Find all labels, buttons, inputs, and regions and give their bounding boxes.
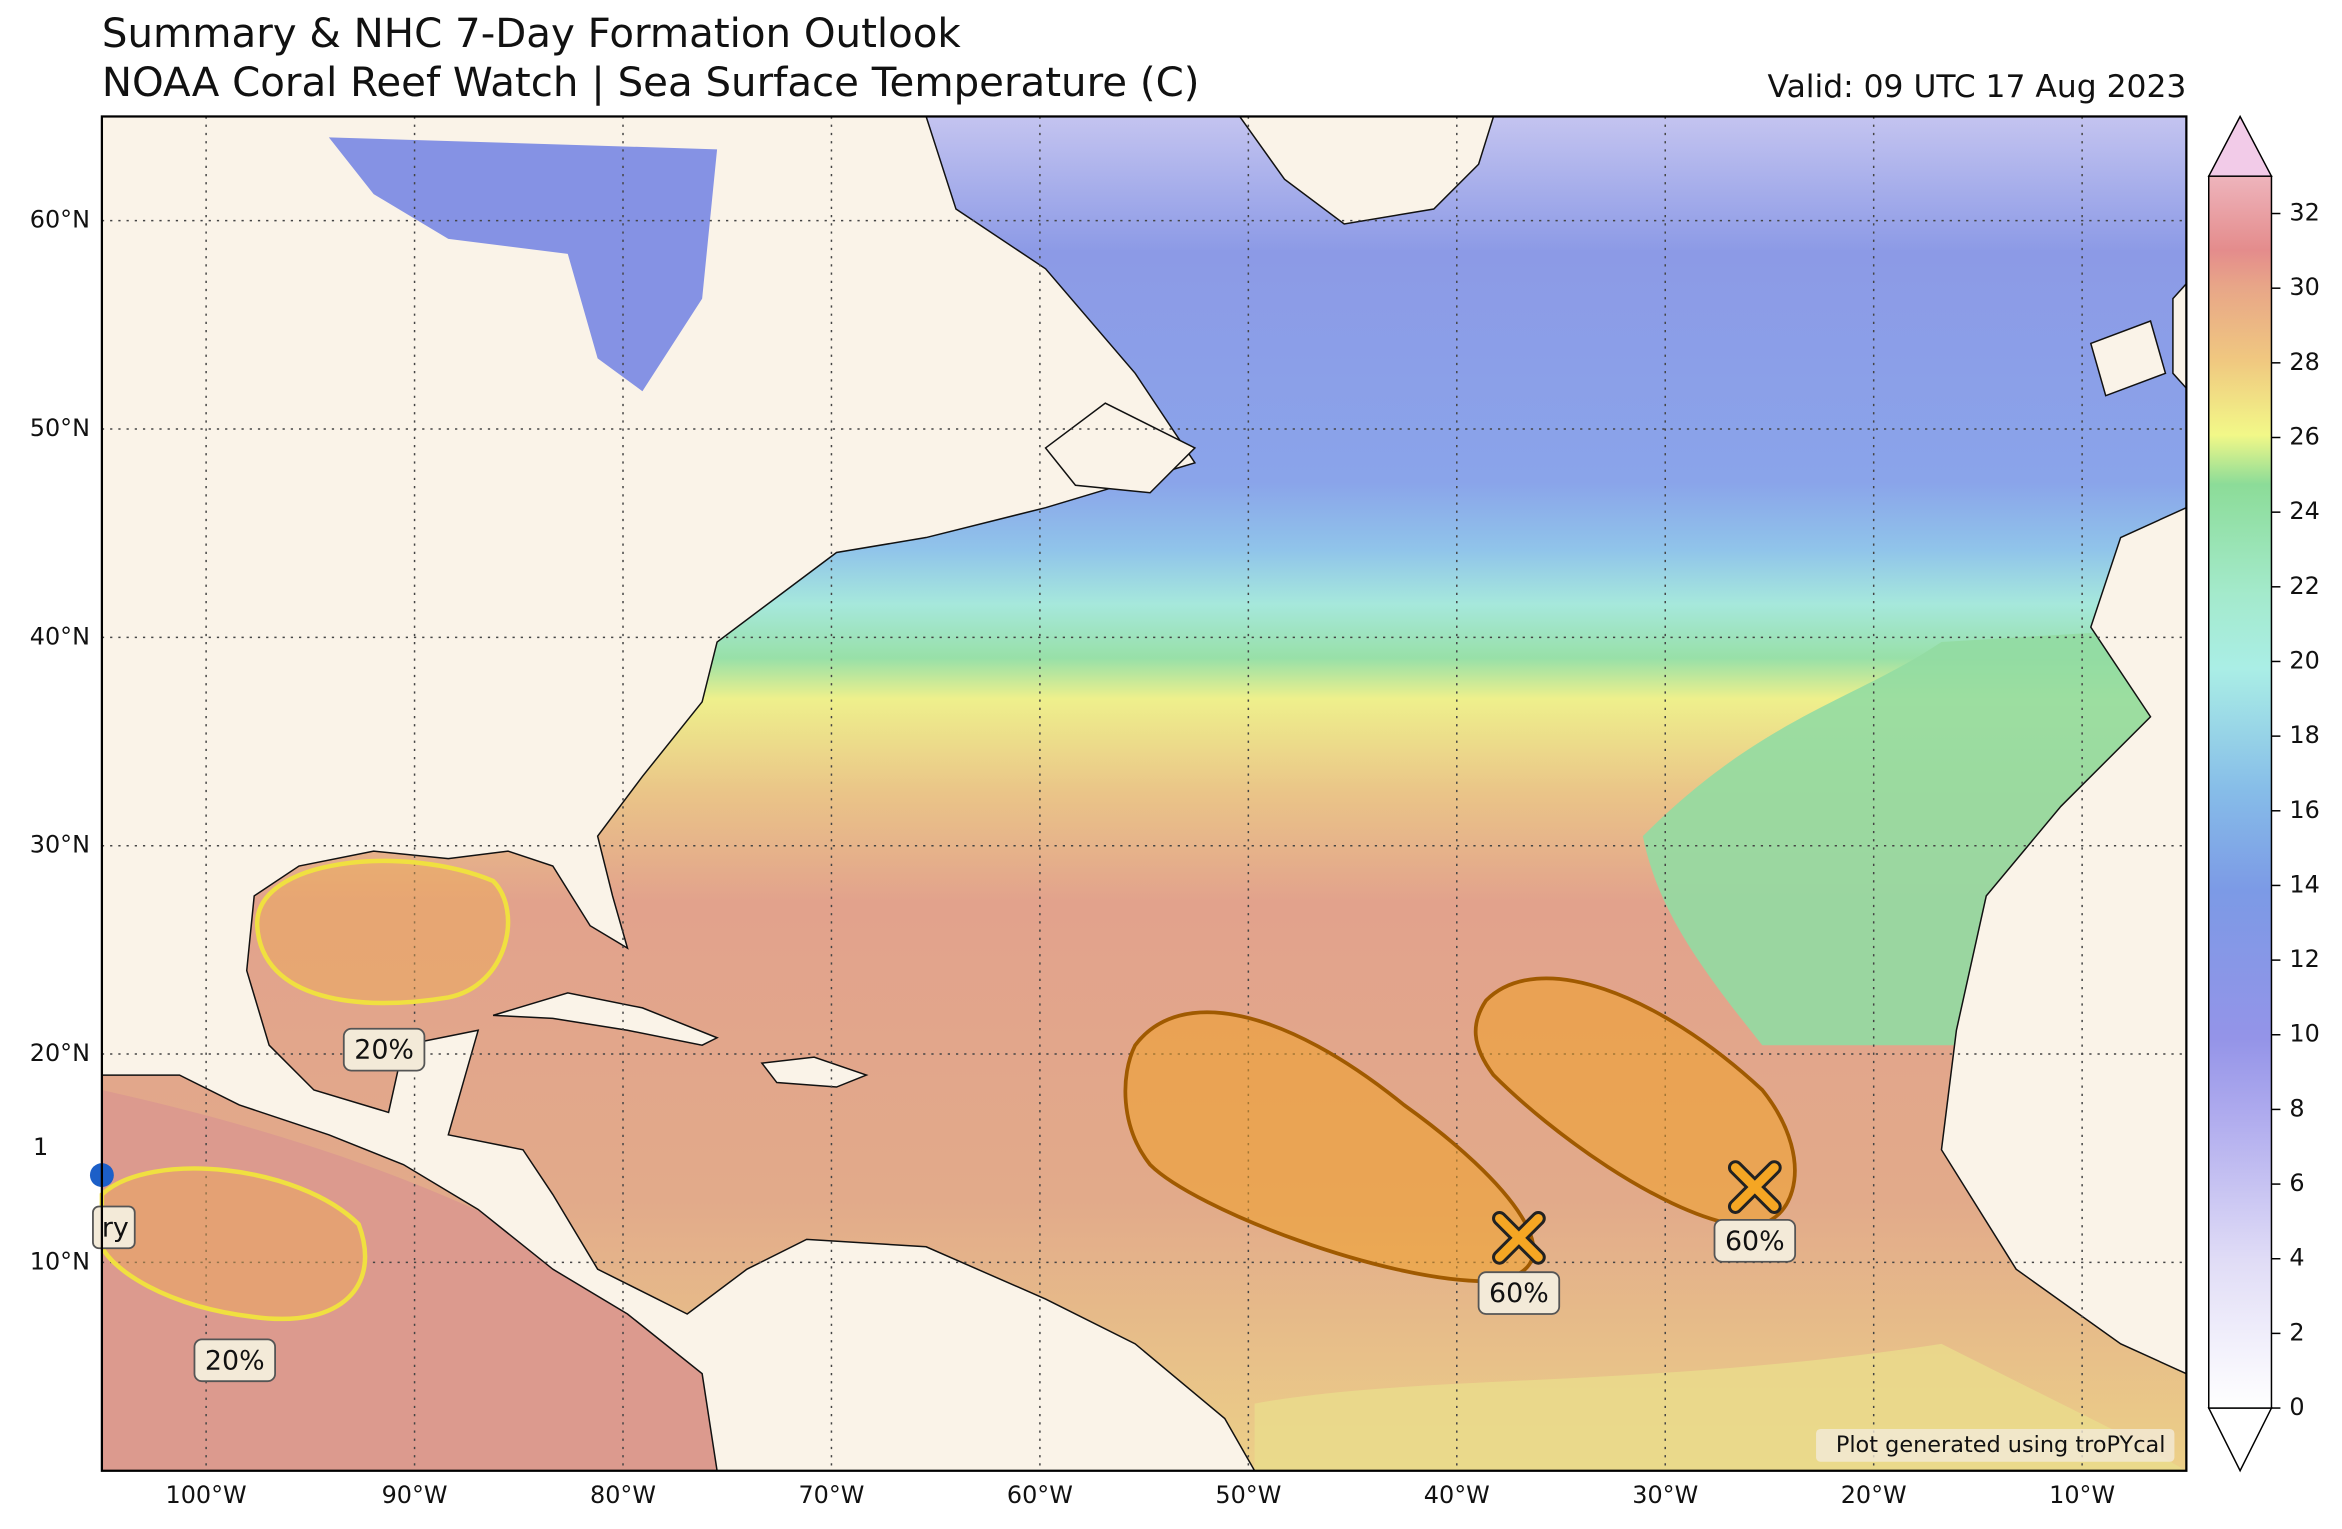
newfoundland [1044, 402, 1197, 494]
lat-tick-label: 40°N [30, 622, 90, 650]
outlook-area [99, 1166, 368, 1322]
colorbar-tick-label: 26 [2289, 422, 2319, 450]
outlook-probability: 60% [1489, 1278, 1549, 1309]
outlook-area [254, 858, 511, 1006]
storm-marker-fill [1495, 1213, 1543, 1262]
lat-tick-label: 30°N [30, 831, 90, 859]
colorbar-tick-label: 12 [2289, 945, 2319, 973]
lon-tick-label: 40°W [1424, 1481, 1490, 1509]
cuba [492, 992, 719, 1046]
valid-time: Valid: 09 UTC 17 Aug 2023 [1768, 69, 2187, 105]
colorbar-extend-bottom [2207, 1407, 2273, 1473]
edge-label: ry [102, 1212, 129, 1243]
lon-tick-label: 70°W [798, 1481, 864, 1509]
lon-tick-label: 30°W [1632, 1481, 1698, 1509]
colorbar-tick-label: 30 [2289, 273, 2319, 301]
colorbar-tick-label: 28 [2289, 348, 2319, 376]
colorbar-tick-label: 6 [2289, 1169, 2304, 1197]
colorbar-tick-label: 20 [2289, 646, 2319, 674]
colorbar-tick-label: 4 [2289, 1244, 2304, 1272]
lon-tick-label: 10°W [2049, 1481, 2115, 1509]
colorbar-tick-label: 14 [2289, 870, 2319, 898]
lat-tick-label: 60°N [30, 206, 90, 234]
storm-marker-fill [1730, 1163, 1779, 1211]
title: Summary & NHC 7-Day Formation Outlook [102, 10, 961, 57]
colorbar-tick-label: 16 [2289, 796, 2319, 824]
colorbar-tick-label: 2 [2289, 1318, 2304, 1346]
north-america [101, 115, 1256, 1472]
outlook-probability: 20% [354, 1035, 414, 1066]
outlook-labels: 20% 20% 60% 60% [193, 1027, 1797, 1383]
outlook-label-box [1477, 1271, 1561, 1315]
lat-tick-label: 50°N [30, 414, 90, 442]
subtitle: NOAA Coral Reef Watch | Sea Surface Temp… [102, 59, 1200, 106]
europe-africa [1940, 506, 2188, 1375]
hispaniola [760, 1056, 869, 1088]
outlook-probability: 20% [205, 1345, 265, 1376]
outlook-label-box [193, 1338, 276, 1383]
lon-tick-label: 80°W [590, 1481, 656, 1509]
colorbar-tick-label: 22 [2289, 572, 2319, 600]
colorbar-tick-label: 0 [2289, 1393, 2304, 1421]
lon-tick-label: 20°W [1841, 1481, 1907, 1509]
outlook-probability: 60% [1725, 1226, 1785, 1257]
colorbar-tick-label: 10 [2289, 1020, 2319, 1048]
credit: Plot generated using troPYcal [1836, 1432, 2166, 1458]
edge-label: 1 [33, 1133, 48, 1161]
colorbar-extend-top [2207, 114, 2273, 177]
map: 20% 20% 60% 60% ry Plot generated using tro… [89, 115, 2188, 1472]
hudson-bay [328, 137, 718, 392]
lat-tick-label: 10°N [30, 1247, 90, 1275]
edge-label-box [92, 1205, 136, 1250]
lat-tick-label: 20°N [30, 1039, 90, 1067]
lon-tick-label: 50°W [1215, 1481, 1281, 1509]
map-frame [100, 115, 2188, 1472]
colorbar-tick-label: 24 [2289, 497, 2319, 525]
colorbar-tick-label: 18 [2289, 721, 2319, 749]
outlook-label-box [342, 1027, 426, 1072]
lon-tick-label: 60°W [1007, 1481, 1073, 1509]
credit-box [1816, 1428, 2175, 1462]
lon-tick-label: 90°W [382, 1481, 448, 1509]
colorbar-tick-label: 32 [2289, 199, 2319, 227]
colorbar-tick-label: 8 [2289, 1094, 2304, 1122]
colorbar-bar [2208, 175, 2273, 1409]
lon-tick-label: 100°W [166, 1481, 247, 1509]
outlook-label-box [1713, 1219, 1797, 1263]
